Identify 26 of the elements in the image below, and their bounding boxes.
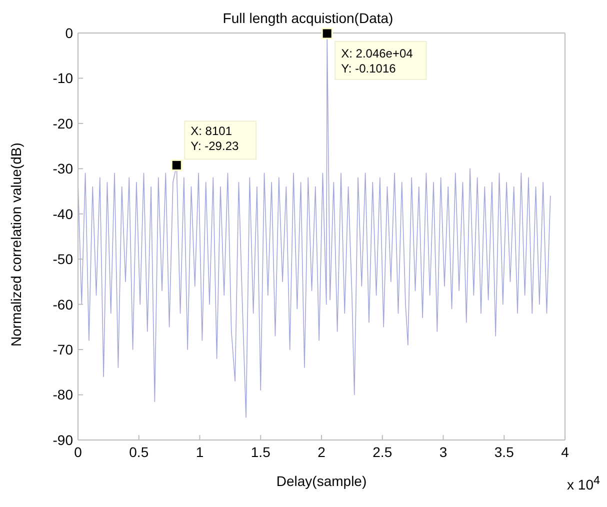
y-tick-label: -90 <box>52 432 74 448</box>
y-tick-label: -20 <box>52 115 74 132</box>
x-tick-label: 2.5 <box>372 444 392 460</box>
x-tick-label: 1.5 <box>250 444 271 460</box>
x-tick-label: 3 <box>439 444 448 460</box>
y-tick-label: -10 <box>52 70 74 86</box>
text: x 10$^{4}$ <box>567 474 600 493</box>
x-axis-title: Delay(sample) <box>276 473 367 489</box>
y-tick-label: -40 <box>52 206 74 222</box>
x-tick-label: 4 <box>561 444 570 460</box>
y-tick-label: -60 <box>52 296 74 312</box>
x-tick-label: 0.5 <box>129 444 149 460</box>
y-tick-label: -50 <box>52 251 74 268</box>
y-tick-label: 0 <box>65 24 74 41</box>
chart-title: Full length acquistion(Data) <box>222 10 394 26</box>
annotation: X: 8101 Y: -29.23 <box>190 124 239 154</box>
datatip: X: 8101 Y: -29.23 <box>170 120 257 171</box>
x-tick-label: 1 <box>196 444 204 460</box>
y-tick-label: -70 <box>52 342 74 358</box>
x-tick-label: 3.5 <box>494 444 514 460</box>
y-tick-label: -30 <box>52 160 74 177</box>
y-axis-title: Normalized correlation value(dB) <box>8 142 24 346</box>
y-tick-label: -80 <box>52 386 74 403</box>
x-tick-label: 2 <box>318 444 326 460</box>
datatip: X: 2.046e+04 Y: -0.1016 <box>321 28 427 80</box>
annotation: X: 2.046e+04 Y: -0.1016 <box>341 46 414 76</box>
